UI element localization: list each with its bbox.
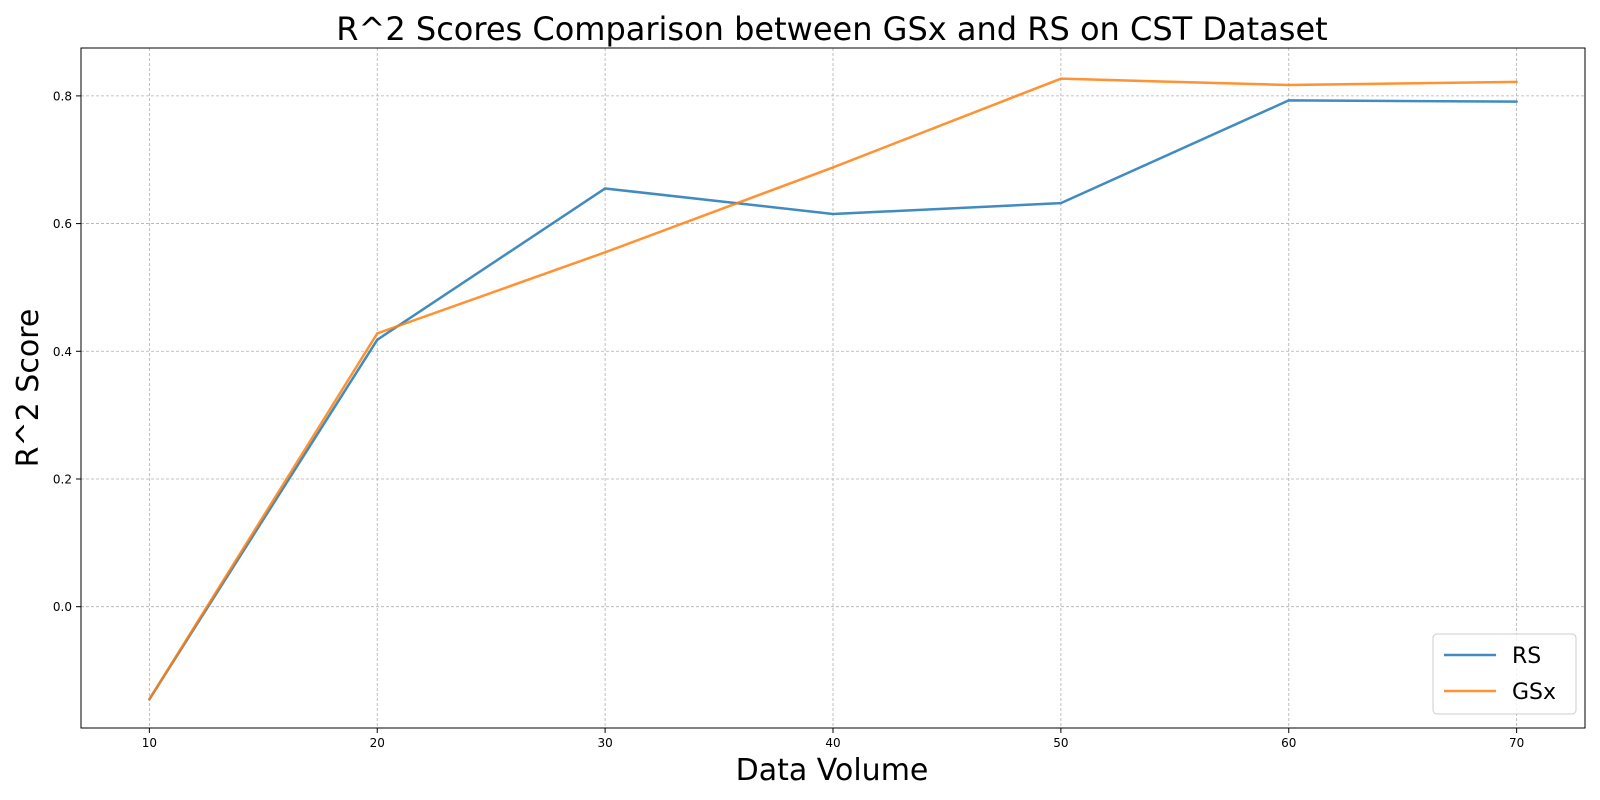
y-tick-label: 0.4 [53,345,72,359]
legend-label-gsx: GSx [1512,680,1556,705]
series-line-rs [148,99,1518,701]
y-axis-title: R^2 Score [11,309,46,468]
x-axis-ticks: 10 20 30 40 50 60 70 [142,728,1524,750]
series-lines [148,77,1518,701]
legend: RS GSx [1432,633,1577,715]
x-tick-label: 70 [1509,736,1524,750]
x-tick-label: 20 [370,736,385,750]
x-tick-label: 40 [825,736,840,750]
chart-title: R^2 Scores Comparison between GSx and RS… [336,10,1327,48]
y-axis-ticks: 0.0 0.2 0.4 0.6 0.8 [53,89,81,614]
grid [81,48,1585,728]
legend-label-rs: RS [1512,644,1541,669]
y-tick-label: 0.8 [53,89,72,103]
x-tick-label: 10 [142,736,157,750]
x-axis-title: Data Volume [736,753,929,788]
y-tick-label: 0.2 [53,472,72,486]
x-tick-label: 50 [1053,736,1068,750]
y-tick-label: 0.0 [53,600,72,614]
x-tick-label: 60 [1281,736,1296,750]
y-tick-label: 0.6 [53,217,72,231]
x-tick-label: 30 [597,736,612,750]
series-line-gsx [148,77,1518,701]
